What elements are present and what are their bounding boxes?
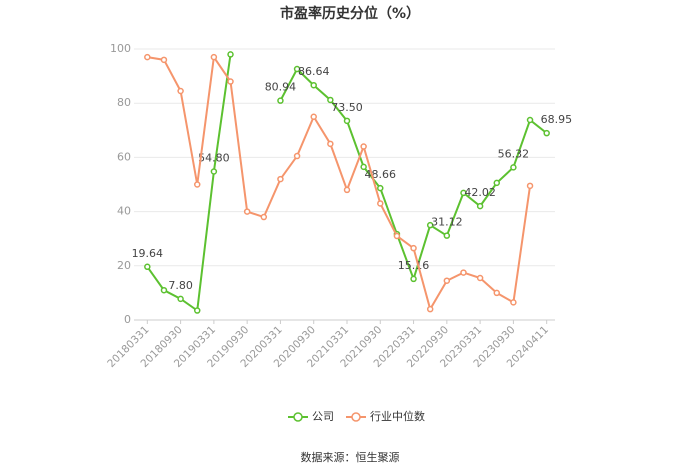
- legend-marker: [293, 412, 303, 422]
- y-tick-label: 100: [110, 42, 131, 55]
- point: [526, 116, 534, 124]
- legend-marker: [351, 412, 361, 422]
- point: [360, 163, 367, 171]
- data-label: 31.12: [431, 216, 463, 229]
- point: [310, 113, 317, 120]
- data-label: 68.95: [541, 113, 573, 126]
- point: [543, 129, 550, 137]
- point: [410, 275, 417, 283]
- point: [426, 305, 434, 313]
- point: [410, 244, 417, 252]
- data-label: 73.50: [331, 101, 363, 114]
- point: [377, 184, 384, 192]
- point: [144, 53, 151, 61]
- point: [343, 117, 351, 125]
- y-tick-label: 80: [117, 96, 131, 109]
- legend-label: 行业中位数: [370, 409, 425, 423]
- data-label: 15.16: [398, 259, 430, 272]
- point: [360, 143, 367, 150]
- point: [277, 97, 284, 104]
- point: [460, 269, 467, 276]
- point: [260, 213, 268, 221]
- point: [160, 286, 168, 294]
- point: [193, 307, 201, 314]
- chart-title: 市盈率历史分位（%）: [280, 5, 420, 22]
- point: [443, 232, 451, 239]
- point: [277, 175, 284, 183]
- source: 数据来源：恒生聚源: [301, 450, 400, 464]
- point: [460, 189, 467, 197]
- y-tick-label: 0: [124, 313, 131, 326]
- legend-label: 公司: [312, 410, 334, 423]
- point: [377, 200, 384, 207]
- point: [210, 53, 218, 61]
- point: [343, 186, 351, 194]
- point: [160, 56, 168, 64]
- y-tick-label: 40: [117, 205, 131, 218]
- data-label: 56.32: [498, 147, 530, 160]
- point: [510, 299, 517, 306]
- point: [493, 179, 501, 187]
- y-tick-label: 60: [117, 150, 131, 163]
- data-label: 19.64: [132, 247, 164, 260]
- point: [177, 87, 184, 95]
- point: [327, 140, 334, 148]
- point: [526, 182, 534, 190]
- point: [443, 277, 451, 284]
- point: [476, 202, 484, 210]
- data-label: 80.94: [265, 81, 297, 94]
- point: [327, 96, 334, 104]
- point: [227, 78, 234, 85]
- point: [210, 168, 218, 175]
- point: [227, 51, 234, 58]
- point: [510, 164, 517, 171]
- point: [310, 81, 317, 89]
- point: [293, 65, 301, 73]
- data-label: 48.66: [365, 168, 397, 181]
- data-label: 86.64: [298, 65, 330, 78]
- point: [193, 181, 201, 188]
- series-line: [147, 54, 532, 312]
- point: [293, 152, 301, 160]
- point: [426, 221, 434, 229]
- point: [493, 289, 501, 297]
- point: [243, 208, 251, 215]
- data-label: 54.80: [198, 151, 230, 164]
- y-tick-label: 20: [117, 259, 131, 272]
- data-label: 42.02: [464, 186, 496, 199]
- point: [177, 295, 184, 303]
- data-label: 7.80: [168, 279, 193, 292]
- point: [393, 232, 401, 240]
- series-line: [146, 54, 548, 313]
- point: [144, 263, 151, 271]
- point: [476, 274, 484, 282]
